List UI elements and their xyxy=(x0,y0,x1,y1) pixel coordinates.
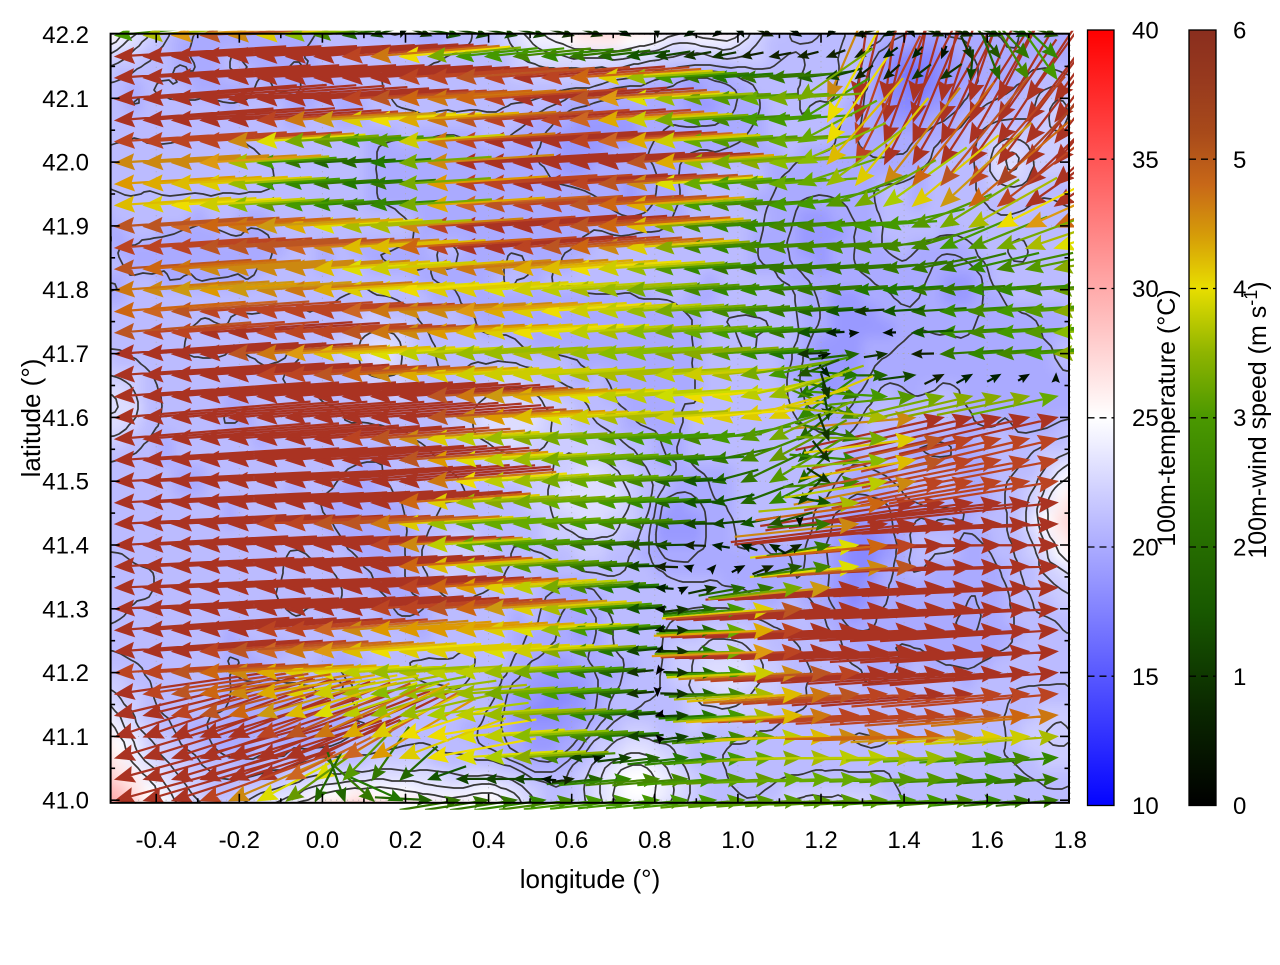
svg-text:5: 5 xyxy=(1233,147,1246,174)
svg-text:41.2: 41.2 xyxy=(42,660,89,687)
svg-text:41.5: 41.5 xyxy=(42,469,89,496)
svg-text:longitude (°): longitude (°) xyxy=(520,864,660,894)
svg-text:42.1: 42.1 xyxy=(42,86,89,113)
svg-text:42.0: 42.0 xyxy=(42,150,89,177)
svg-text:6: 6 xyxy=(1233,18,1246,45)
svg-text:40: 40 xyxy=(1132,18,1159,45)
svg-text:41.0: 41.0 xyxy=(42,788,89,815)
svg-text:10: 10 xyxy=(1132,793,1159,820)
svg-text:1.8: 1.8 xyxy=(1054,827,1087,854)
svg-text:41.8: 41.8 xyxy=(42,277,89,304)
svg-text:41.9: 41.9 xyxy=(42,213,89,240)
svg-text:35: 35 xyxy=(1132,147,1159,174)
svg-text:0.6: 0.6 xyxy=(555,827,588,854)
svg-text:1: 1 xyxy=(1233,664,1246,691)
svg-text:1.6: 1.6 xyxy=(971,827,1004,854)
svg-text:42.2: 42.2 xyxy=(42,22,89,49)
svg-text:latitude (°): latitude (°) xyxy=(16,359,46,478)
svg-text:1.0: 1.0 xyxy=(721,827,754,854)
svg-text:0: 0 xyxy=(1233,793,1246,820)
svg-text:41.3: 41.3 xyxy=(42,596,89,623)
svg-text:100m-temperature (°C): 100m-temperature (°C) xyxy=(1153,289,1181,546)
svg-text:0.8: 0.8 xyxy=(638,827,671,854)
svg-text:2: 2 xyxy=(1233,535,1246,562)
svg-text:100m-wind speed (m s-1): 100m-wind speed (m s-1) xyxy=(1241,281,1272,558)
svg-text:0.4: 0.4 xyxy=(472,827,505,854)
svg-text:41.6: 41.6 xyxy=(42,405,89,432)
svg-text:0.2: 0.2 xyxy=(389,827,422,854)
svg-text:20: 20 xyxy=(1132,535,1159,562)
svg-text:-0.2: -0.2 xyxy=(219,827,260,854)
svg-text:0.0: 0.0 xyxy=(306,827,339,854)
svg-text:41.7: 41.7 xyxy=(42,341,89,368)
svg-text:25: 25 xyxy=(1132,405,1159,432)
svg-text:15: 15 xyxy=(1132,664,1159,691)
svg-text:-0.4: -0.4 xyxy=(136,827,177,854)
svg-text:30: 30 xyxy=(1132,276,1159,303)
svg-text:4: 4 xyxy=(1233,276,1246,303)
svg-text:1.2: 1.2 xyxy=(804,827,837,854)
svg-text:41.1: 41.1 xyxy=(42,724,89,751)
svg-text:3: 3 xyxy=(1233,405,1246,432)
svg-text:1.4: 1.4 xyxy=(887,827,920,854)
svg-text:41.4: 41.4 xyxy=(42,533,89,560)
